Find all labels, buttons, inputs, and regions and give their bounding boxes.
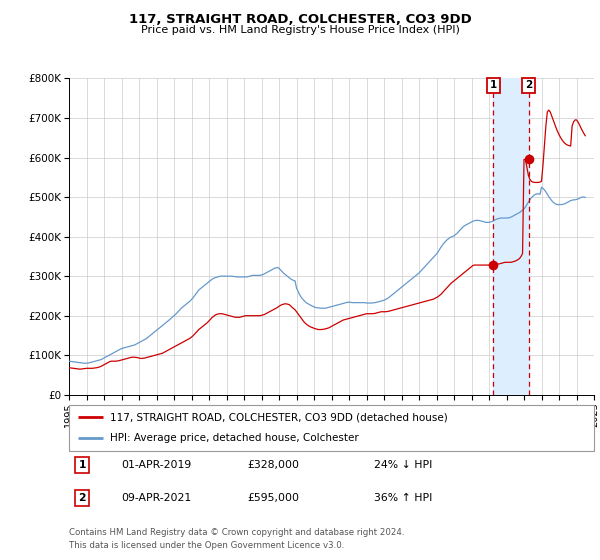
Text: 09-APR-2021: 09-APR-2021 [121, 493, 192, 503]
Text: 117, STRAIGHT ROAD, COLCHESTER, CO3 9DD (detached house): 117, STRAIGHT ROAD, COLCHESTER, CO3 9DD … [110, 412, 448, 422]
Text: HPI: Average price, detached house, Colchester: HPI: Average price, detached house, Colc… [110, 433, 359, 444]
Text: £595,000: £595,000 [248, 493, 299, 503]
Text: 1: 1 [490, 81, 497, 90]
Text: 24% ↓ HPI: 24% ↓ HPI [373, 460, 432, 470]
Text: Contains HM Land Registry data © Crown copyright and database right 2024.: Contains HM Land Registry data © Crown c… [69, 528, 404, 536]
Text: 36% ↑ HPI: 36% ↑ HPI [373, 493, 432, 503]
Text: £328,000: £328,000 [248, 460, 299, 470]
Text: 01-APR-2019: 01-APR-2019 [121, 460, 192, 470]
Text: This data is licensed under the Open Government Licence v3.0.: This data is licensed under the Open Gov… [69, 541, 344, 550]
Text: 1: 1 [79, 460, 86, 470]
Text: 2: 2 [79, 493, 86, 503]
FancyBboxPatch shape [69, 405, 594, 451]
Bar [493, 78, 529, 395]
Text: 117, STRAIGHT ROAD, COLCHESTER, CO3 9DD: 117, STRAIGHT ROAD, COLCHESTER, CO3 9DD [128, 13, 472, 26]
Text: Price paid vs. HM Land Registry's House Price Index (HPI): Price paid vs. HM Land Registry's House … [140, 25, 460, 35]
Text: 2: 2 [525, 81, 532, 90]
